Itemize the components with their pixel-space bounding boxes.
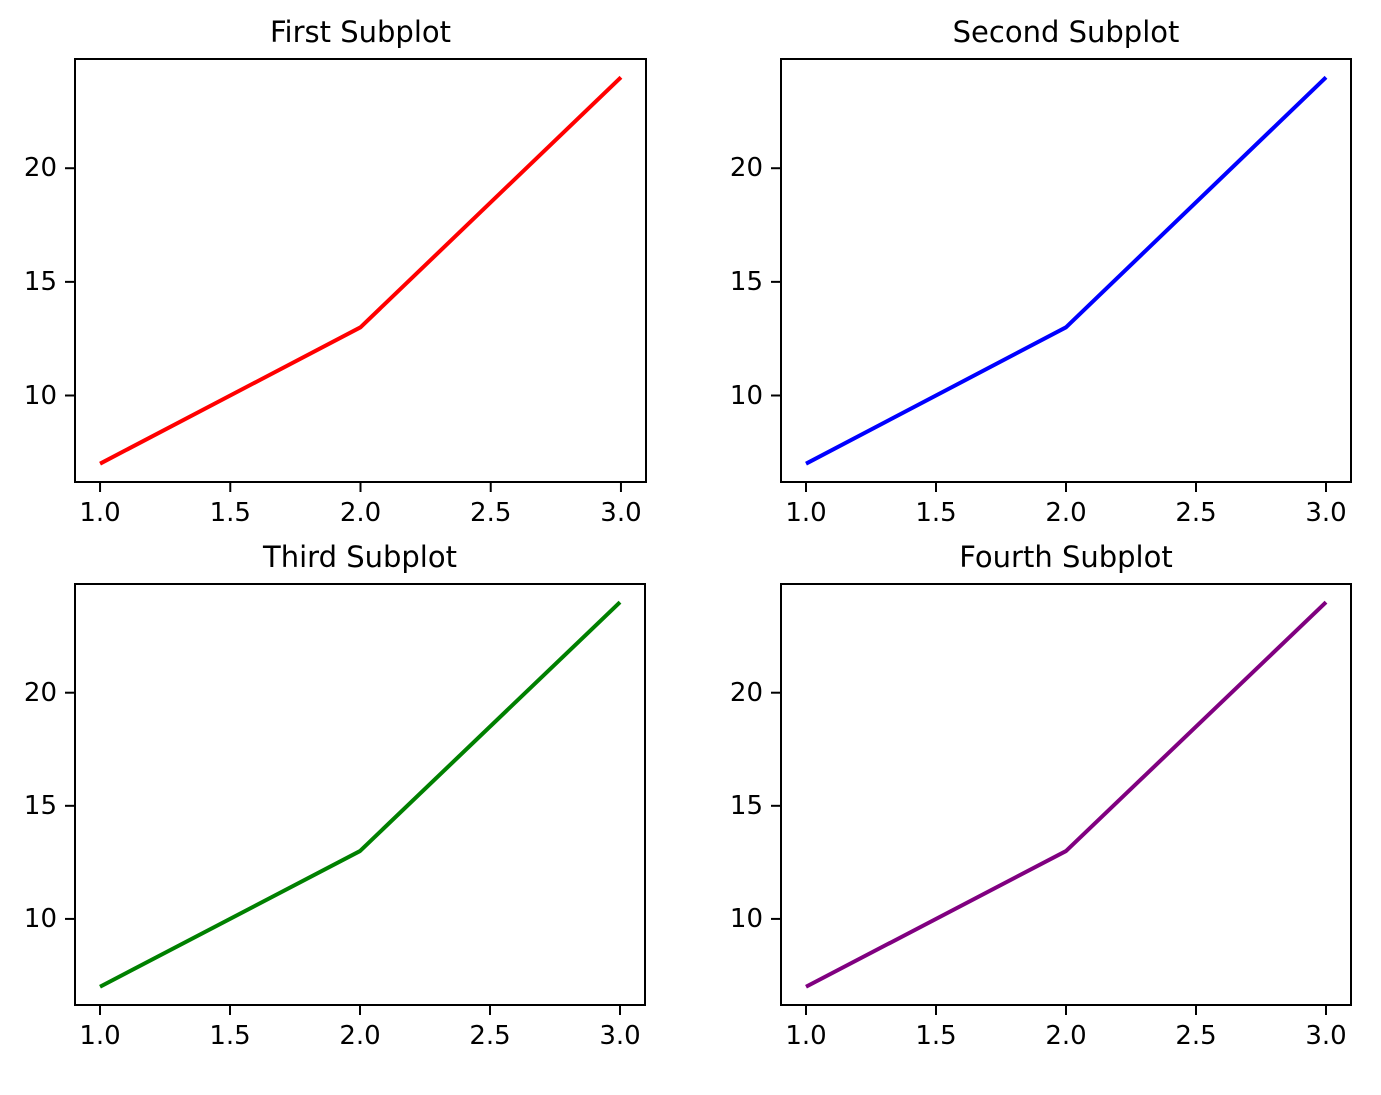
- data-line-green: [99, 600, 622, 989]
- y-tick-label: 10: [729, 903, 763, 934]
- subplot-title: Second Subplot: [952, 14, 1180, 49]
- x-tick-label: 1.0: [79, 498, 121, 528]
- x-tick-label: 2.5: [1175, 1021, 1217, 1051]
- data-line-blue: [805, 75, 1328, 466]
- subplot-second: Second Subplot 1.0 1.5 2.0 2.5 3.0 10 15 20: [730, 15, 1352, 526]
- y-tick-label: 20: [729, 677, 763, 708]
- x-tick-label: 2.5: [1175, 498, 1217, 528]
- x-tick-label: 2.0: [339, 1021, 381, 1051]
- axes-frame: [74, 58, 647, 483]
- x-tick-label: 1.5: [209, 1021, 251, 1051]
- subplot-title: Third Subplot: [263, 539, 457, 574]
- x-tick-label: 2.5: [469, 1021, 511, 1051]
- x-tick-label: 3.0: [1305, 498, 1347, 528]
- x-tick-label: 2.0: [1045, 498, 1087, 528]
- line-chart: [771, 58, 1352, 492]
- x-tick-label: 2.0: [339, 498, 382, 528]
- y-tick-label: 15: [23, 266, 57, 297]
- x-tick-label: 1.5: [915, 498, 957, 528]
- subplot-title: First Subplot: [269, 14, 452, 49]
- x-tick-label: 2.5: [470, 498, 512, 528]
- axes-frame: [74, 583, 646, 1006]
- x-tick-label: 3.0: [599, 1021, 641, 1051]
- y-tick-label: 15: [23, 790, 57, 821]
- x-tick-label: 1.5: [915, 1021, 957, 1051]
- x-tick-label: 1.5: [209, 498, 251, 528]
- data-line-purple: [805, 600, 1328, 989]
- x-tick-label: 1.0: [79, 1021, 121, 1051]
- axes-frame: [780, 58, 1352, 483]
- x-tick-label: 1.0: [785, 498, 827, 528]
- subplot-fourth: Fourth Subplot 1.0 1.5 2.0 2.5 3.0 10 15 20: [730, 540, 1352, 1049]
- y-tick-label: 15: [729, 790, 763, 821]
- axes-frame: [780, 583, 1352, 1006]
- line-chart: [65, 58, 647, 492]
- line-chart: [771, 583, 1352, 1015]
- y-tick-label: 20: [729, 153, 763, 184]
- y-tick-label: 20: [23, 153, 57, 184]
- y-tick-label: 20: [23, 677, 57, 708]
- x-tick-label: 2.0: [1045, 1021, 1087, 1051]
- subplot-first: First Subplot 1.0 1.5 2.0 2.5 3.0 10 15 20: [24, 15, 647, 526]
- x-tick-label: 1.0: [785, 1021, 827, 1051]
- y-tick-label: 10: [729, 380, 763, 411]
- x-tick-label: 3.0: [1305, 1021, 1347, 1051]
- y-tick-label: 15: [729, 266, 763, 297]
- data-line-red: [99, 75, 623, 466]
- subplot-third: Third Subplot 1.0 1.5 2.0 2.5 3.0 10 15 20: [24, 540, 646, 1049]
- x-tick-label: 3.0: [600, 498, 642, 528]
- subplot-title: Fourth Subplot: [959, 539, 1173, 574]
- y-tick-label: 10: [23, 380, 57, 411]
- y-tick-label: 10: [23, 903, 57, 934]
- line-chart: [65, 583, 646, 1015]
